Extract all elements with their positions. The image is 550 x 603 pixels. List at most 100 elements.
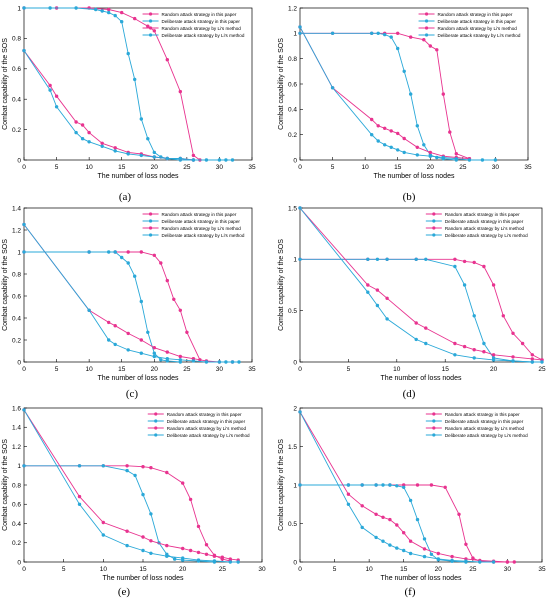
legend-marker [148, 226, 153, 230]
chart-panel-f: 0 5 10 15 20 25 30 35 0 0.5 1 1.5 2 The number of los… [278, 405, 546, 598]
series-4 [298, 410, 496, 564]
data-point [126, 51, 130, 56]
x-tick-label: 20 [435, 566, 443, 573]
data-point [87, 250, 91, 254]
data-point [149, 551, 153, 555]
data-point [217, 158, 222, 162]
y-tick-label: 1.4 [12, 425, 21, 432]
data-point [146, 137, 150, 141]
data-point [113, 250, 117, 254]
data-point [374, 512, 378, 516]
data-point [74, 6, 78, 10]
y-axis-label: Combat capability of the SOS [278, 239, 285, 331]
data-point [48, 83, 52, 88]
x-tick-label: 10 [362, 164, 370, 171]
data-point [360, 525, 364, 530]
legend-marker [432, 412, 436, 416]
data-point [141, 465, 145, 469]
series-4 [298, 206, 544, 364]
x-tick-label: 25 [183, 164, 191, 171]
data-point [87, 130, 91, 135]
panel-label: (f) [405, 586, 416, 598]
data-point [450, 558, 454, 563]
series-3 [22, 222, 235, 364]
data-point [493, 158, 498, 162]
series-4 [298, 25, 498, 162]
data-point [381, 483, 385, 487]
legend-entry: Deliberate attack strategy in this paper [445, 419, 524, 424]
data-point [491, 353, 496, 357]
data-point [472, 348, 476, 352]
data-point [453, 341, 457, 346]
data-point [204, 543, 209, 547]
x-tick-label: 20 [151, 164, 159, 171]
data-point [80, 123, 85, 127]
legend-entry: Random attack strategy in this paper [445, 412, 520, 417]
data-point [87, 140, 91, 144]
data-point [159, 261, 163, 265]
x-axis-label: The number of loss nodes [103, 575, 184, 582]
legend-entry: Deliberate attack strategy by Li's metho… [162, 233, 245, 238]
legend-marker [154, 412, 158, 416]
legend-entry: Random attack strategy in this paper [167, 412, 242, 417]
y-tick-label: 1 [17, 249, 21, 256]
data-point [530, 353, 534, 357]
panel-label: (d) [403, 388, 416, 400]
data-point [374, 535, 378, 540]
data-point [125, 464, 129, 468]
data-point [396, 46, 400, 51]
data-point [125, 529, 129, 533]
x-tick-label: 10 [100, 566, 108, 573]
legend-marker [432, 212, 436, 216]
x-tick-label: 15 [442, 366, 450, 373]
x-tick-label: 0 [22, 366, 26, 373]
data-point [298, 410, 302, 414]
panel-label: (b) [403, 191, 416, 203]
x-tick-label: 0 [22, 164, 26, 171]
data-point [441, 155, 445, 160]
legend-marker [432, 226, 436, 230]
legend: Random attack strategy in this paper Deli… [142, 212, 245, 238]
data-point [126, 348, 130, 352]
data-point [520, 341, 525, 346]
data-point [149, 512, 153, 516]
y-tick-label: 1.2 [12, 227, 21, 234]
data-point [22, 250, 26, 254]
data-point [178, 89, 182, 94]
x-axis-label: The number of loss nodes [374, 173, 455, 180]
data-point [415, 145, 419, 149]
y-tick-label: 1.2 [12, 444, 21, 451]
y-axis-label: Combat capability of the SOS [2, 439, 9, 531]
data-point [388, 483, 392, 487]
x-tick-label: 30 [216, 366, 224, 373]
data-point [139, 338, 143, 342]
x-tick-label: 35 [248, 164, 256, 171]
data-point [220, 555, 224, 559]
data-point [389, 145, 393, 149]
data-point [472, 314, 476, 318]
data-point [204, 360, 209, 364]
data-point [429, 552, 434, 556]
data-point [422, 554, 427, 559]
legend-marker [154, 419, 158, 423]
series-line [23, 50, 194, 161]
series-line [300, 484, 466, 563]
series-2 [298, 483, 468, 564]
y-tick-label: 1.4 [12, 205, 21, 212]
y-tick-label: 0.5 [288, 308, 297, 315]
series-line [300, 258, 543, 361]
data-point [422, 537, 427, 541]
data-point [330, 86, 335, 90]
data-point [139, 117, 143, 121]
data-point [133, 473, 137, 478]
data-point [217, 360, 222, 364]
legend-marker [148, 19, 153, 23]
legend-entry: Random attack strategy in this paper [162, 12, 237, 17]
data-point [165, 357, 169, 361]
data-point [402, 548, 406, 553]
legend-entry: Deliberate attack strategy in this paper [445, 219, 524, 224]
data-point [396, 131, 400, 136]
y-tick-label: 0.4 [12, 521, 21, 528]
data-point [414, 321, 418, 325]
y-tick-label: 0 [17, 359, 21, 366]
